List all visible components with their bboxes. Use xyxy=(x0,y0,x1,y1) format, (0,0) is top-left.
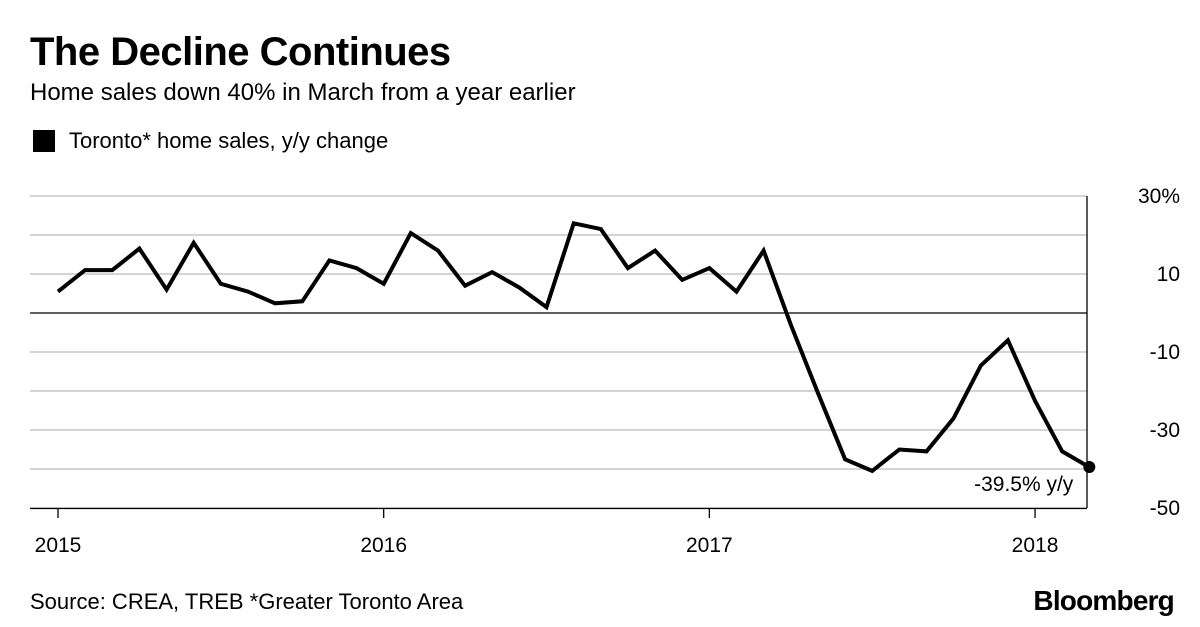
legend-label: Toronto* home sales, y/y change xyxy=(69,128,389,153)
annotation-label: -39.5% y/y xyxy=(974,473,1074,496)
x-tick-label: 2018 xyxy=(1012,534,1059,557)
series-line xyxy=(56,220,1091,474)
series-layer xyxy=(56,220,1096,474)
axes xyxy=(30,196,1088,518)
legend: Toronto* home sales, y/y change xyxy=(33,126,388,156)
last-point-marker xyxy=(1083,461,1096,474)
y-tick-label: -10 xyxy=(1150,341,1180,364)
chart-subtitle: Home sales down 40% in March from a year… xyxy=(30,79,576,106)
source-note: Source: CREA, TREB *Greater Toronto Area xyxy=(30,589,464,614)
y-tick-label: 30% xyxy=(1138,185,1180,208)
y-tick-label: 10 xyxy=(1157,263,1180,286)
y-tick-label: -30 xyxy=(1150,419,1180,442)
bloomberg-logo: Bloomberg xyxy=(1033,585,1174,616)
tick-labels: 2015 2016 2017 2018 30% 10 -10 -30 -50 -39.5% y/y xyxy=(35,185,1180,557)
legend-swatch xyxy=(33,130,55,152)
x-tick-label: 2017 xyxy=(686,534,733,557)
y-tick-label: -50 xyxy=(1150,497,1180,520)
chart-title: The Decline Continues xyxy=(30,30,451,74)
x-tick-label: 2015 xyxy=(35,534,82,557)
x-tick-label: 2016 xyxy=(360,534,407,557)
grid-lines xyxy=(30,195,1087,509)
